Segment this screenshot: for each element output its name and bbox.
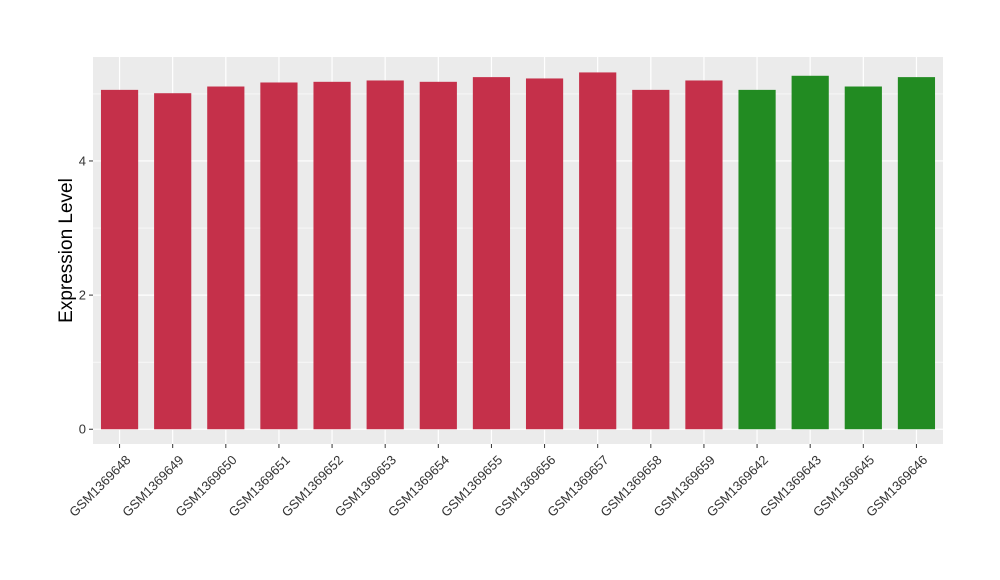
bar-gsm1369653 [366,80,404,430]
bar-gsm1369649 [154,93,192,430]
y-tick-label: 0 [79,422,86,437]
bars [100,72,936,430]
y-tick-label: 4 [79,153,86,168]
y-tick-label: 2 [79,288,86,303]
bar-gsm1369645 [844,86,882,430]
x-axis: GSM1369648GSM1369649GSM1369650GSM1369651… [66,444,930,520]
y-axis-title: Expression Level [56,178,77,323]
bar-gsm1369646 [897,77,936,430]
bar-gsm1369651 [260,82,298,430]
bar-gsm1369658 [632,89,670,430]
bar-gsm1369656 [525,78,564,430]
bar-gsm1369650 [207,86,245,430]
bar-gsm1369654 [419,81,457,430]
bar-gsm1369655 [472,77,511,430]
bar-gsm1369652 [313,81,351,430]
bar-gsm1369657 [579,72,617,430]
bar-gsm1369642 [738,89,776,430]
bar-gsm1369643 [791,75,829,430]
bar-gsm1369648 [100,89,139,430]
bar-gsm1369659 [685,80,723,430]
y-axis: 0 2 4 [79,153,93,437]
